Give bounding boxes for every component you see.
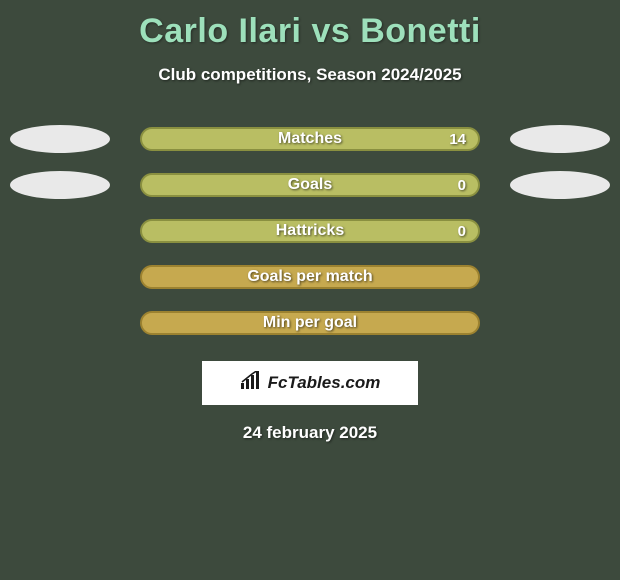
- stat-label: Min per goal: [142, 314, 478, 332]
- stat-label: Goals per match: [142, 268, 478, 286]
- stats-rows: Matches14Goals0Hattricks0Goals per match…: [0, 117, 620, 347]
- stat-row: Hattricks0: [0, 209, 620, 255]
- stat-row: Goals per match: [0, 255, 620, 301]
- player-left-marker: [10, 125, 110, 153]
- stat-label: Goals: [142, 176, 478, 194]
- stat-bar: Goals0: [140, 173, 480, 197]
- logo-text: FcTables.com: [268, 373, 381, 393]
- stat-row: Matches14: [0, 117, 620, 163]
- subtitle: Club competitions, Season 2024/2025: [0, 65, 620, 85]
- stat-bar: Matches14: [140, 127, 480, 151]
- stat-row: Min per goal: [0, 301, 620, 347]
- player-right-marker: [510, 171, 610, 199]
- stat-value: 0: [458, 177, 466, 194]
- stat-label: Hattricks: [142, 222, 478, 240]
- player-right-marker: [510, 125, 610, 153]
- stat-row: Goals0: [0, 163, 620, 209]
- stat-value: 14: [449, 131, 466, 148]
- page-title: Carlo Ilari vs Bonetti: [0, 0, 620, 51]
- date-label: 24 february 2025: [0, 423, 620, 443]
- logo-chart-icon: [240, 371, 262, 396]
- stat-bar: Goals per match: [140, 265, 480, 289]
- stat-label: Matches: [142, 130, 478, 148]
- logo-box: FcTables.com: [202, 361, 418, 405]
- player-left-marker: [10, 171, 110, 199]
- stat-bar: Hattricks0: [140, 219, 480, 243]
- stat-bar: Min per goal: [140, 311, 480, 335]
- stat-value: 0: [458, 223, 466, 240]
